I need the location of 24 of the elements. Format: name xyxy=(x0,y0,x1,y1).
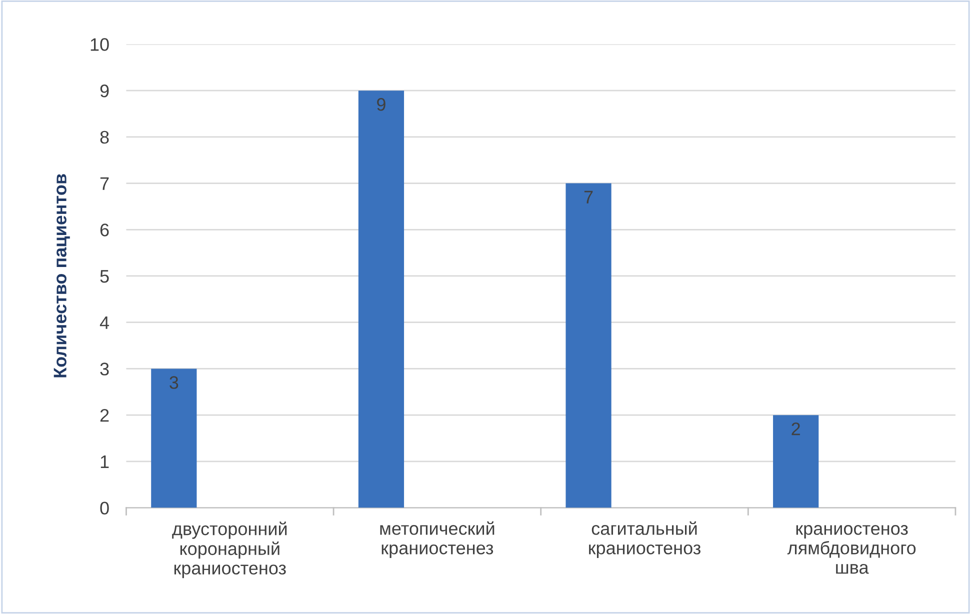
y-tick-label: 9 xyxy=(100,84,109,98)
y-tick-label: 3 xyxy=(100,362,109,376)
x-tick-label: метопический краниостенез xyxy=(380,521,494,558)
data-label: 9 xyxy=(377,98,386,111)
bar xyxy=(151,368,197,508)
y-tick-label: 2 xyxy=(100,409,109,422)
x-tick-label: двусторонний коронарный краниостеноз xyxy=(172,522,287,578)
x-tick-label: краниостеноз лямбдовидного шва xyxy=(787,525,916,574)
y-tick-label: 7 xyxy=(100,177,109,190)
y-tick-label: 0 xyxy=(100,502,109,514)
x-tick-label: сагитальный краниостеноз xyxy=(589,521,700,558)
y-tick-label: 5 xyxy=(100,270,109,283)
y-tick-label: 8 xyxy=(100,130,109,144)
bar xyxy=(566,183,612,508)
y-tick-label: 4 xyxy=(100,316,110,329)
y-tick-label: 6 xyxy=(100,224,109,236)
data-label: 3 xyxy=(170,376,178,389)
data-label: 2 xyxy=(792,422,800,436)
y-tick-label: 1 xyxy=(100,456,109,468)
data-label: 7 xyxy=(584,190,593,204)
bar xyxy=(358,90,404,508)
bar xyxy=(773,415,819,508)
y-axis-title: Количество пациентов xyxy=(54,174,70,378)
y-tick-label: 10 xyxy=(90,38,109,51)
